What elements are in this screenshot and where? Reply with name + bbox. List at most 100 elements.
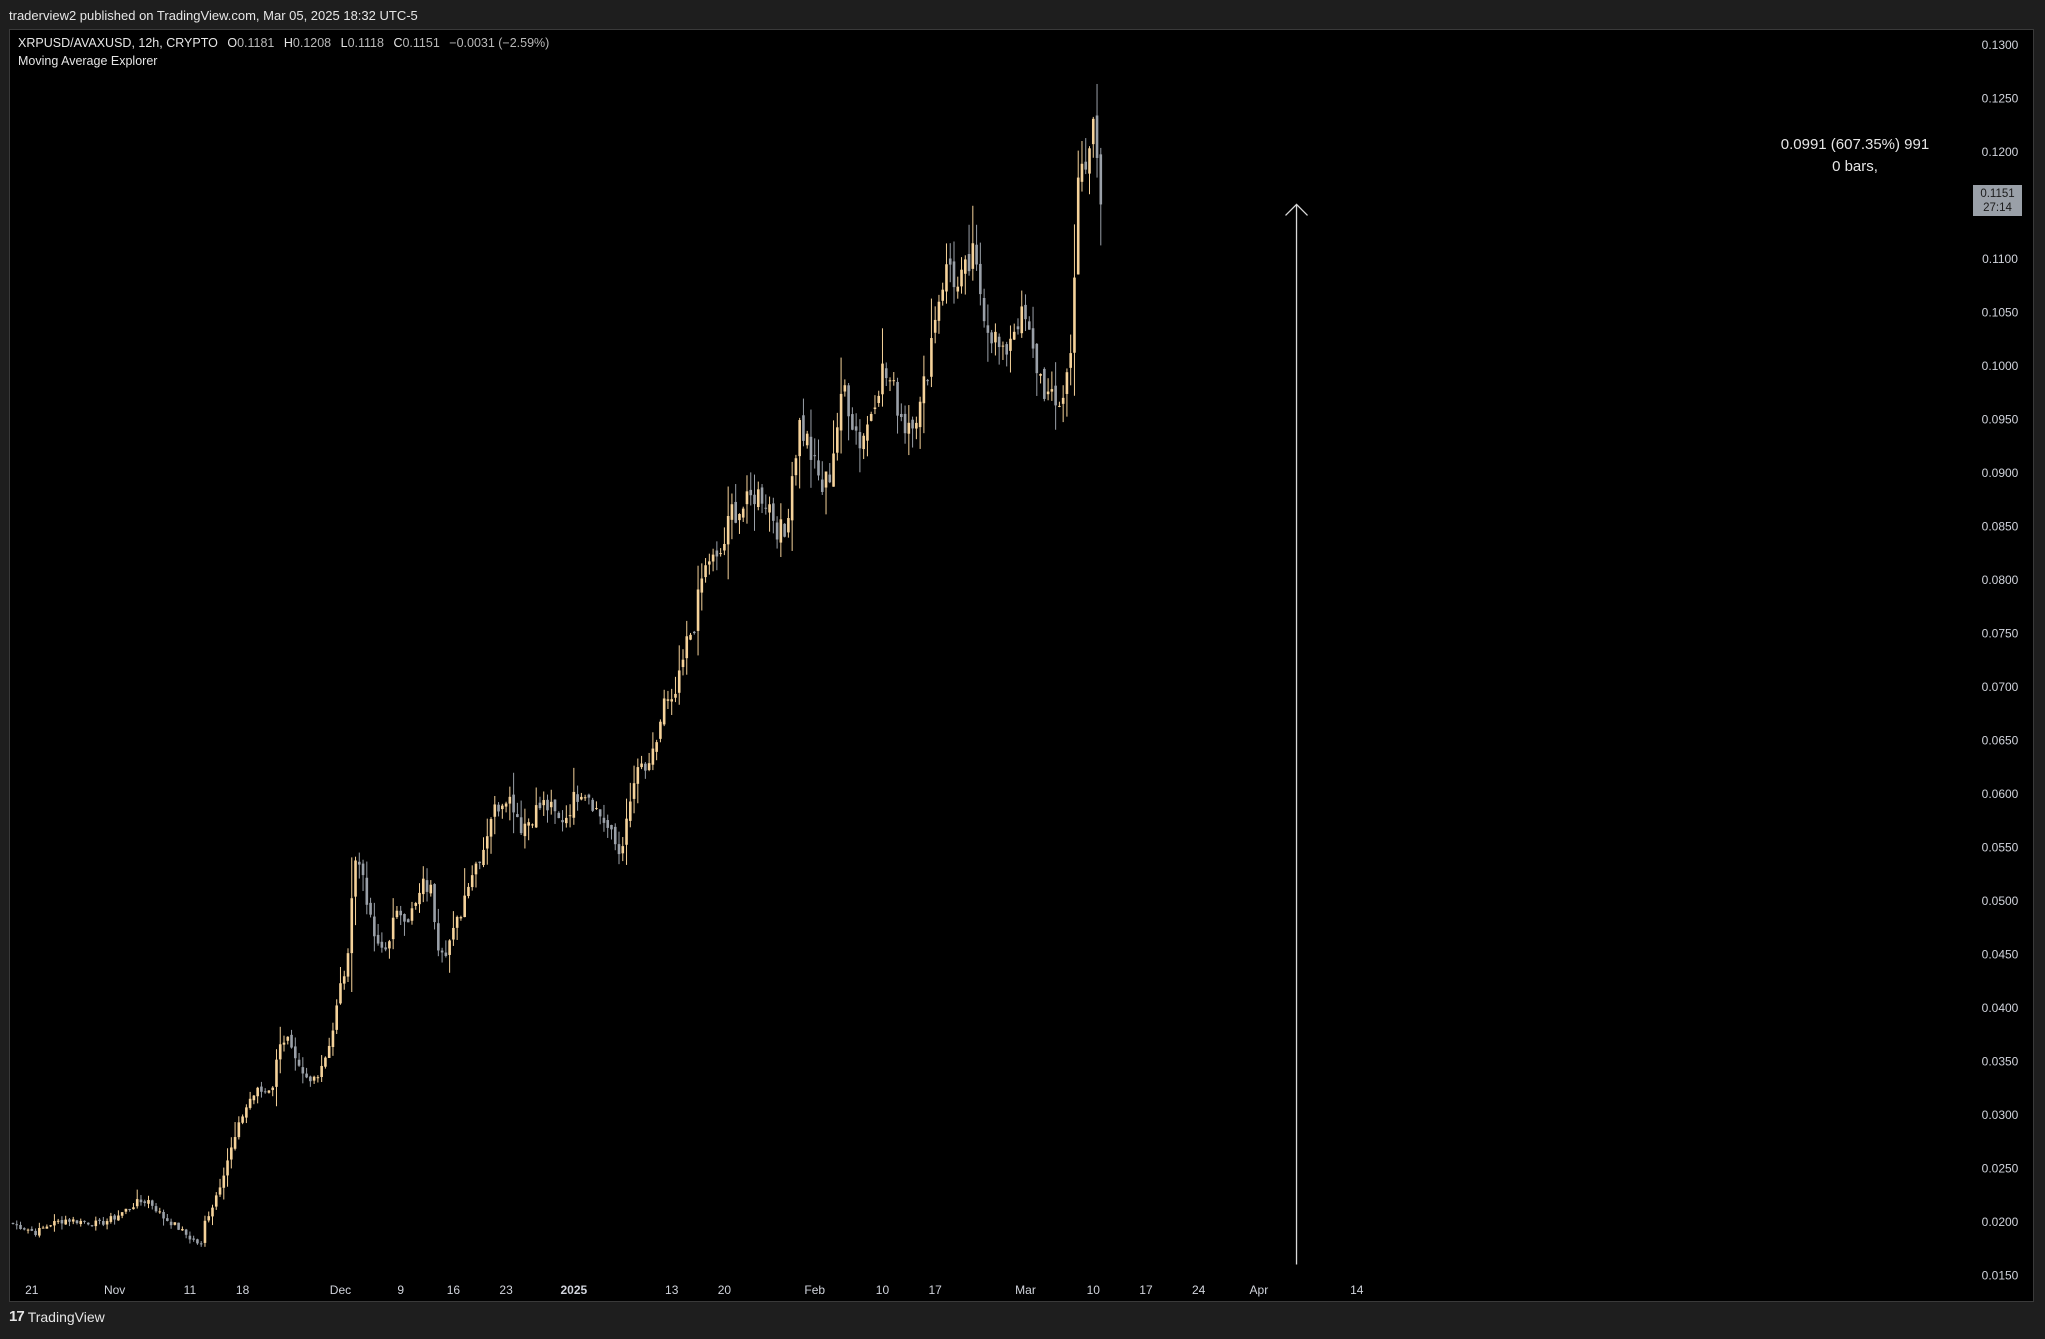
candle-body	[836, 427, 839, 453]
candle-body	[628, 801, 632, 821]
candle-body	[606, 820, 610, 828]
measure-bars: 0 bars,	[1832, 158, 1878, 175]
candle-body	[271, 1087, 275, 1091]
candle-body	[896, 381, 899, 416]
candle-body	[60, 1220, 64, 1224]
candle-body	[945, 264, 948, 292]
symbol-title[interactable]: XRPUSD/AVAXUSD, 12h, CRYPTO	[18, 36, 218, 50]
candle-body	[580, 796, 583, 800]
candle-body	[866, 424, 869, 441]
candle-body	[922, 376, 926, 404]
candle-body	[828, 474, 832, 483]
candle-body	[452, 927, 455, 940]
candle-body	[1035, 343, 1039, 374]
candle-body	[817, 460, 820, 476]
tradingview-footer[interactable]: 17 TradingView	[9, 1308, 105, 1325]
candle-body	[135, 1199, 139, 1207]
price-tick-label: 0.0300	[1982, 1108, 2019, 1122]
candle-body	[512, 794, 515, 813]
candle-body	[900, 413, 903, 418]
change-value: −0.0031 (−2.59%)	[449, 36, 550, 50]
time-axis: 21 Nov 11 18 Dec 9 16 23 2025 13 20 Feb 10 17 Mar 10 17 2…	[25, 1283, 1364, 1297]
candle-body	[674, 693, 677, 698]
candle-body	[64, 1219, 67, 1225]
chart-pane[interactable]	[9, 29, 2034, 1302]
candle-body	[1080, 163, 1084, 182]
candle-body	[346, 953, 350, 977]
candle-body	[230, 1147, 233, 1160]
candle-body	[459, 917, 463, 919]
candle-body	[26, 1229, 30, 1231]
price-tick-label: 0.0400	[1982, 1001, 2019, 1015]
candle-body	[282, 1042, 286, 1045]
candle-body	[1009, 338, 1012, 351]
candle-body	[233, 1137, 237, 1149]
candle-body	[384, 947, 387, 950]
candle-body	[576, 794, 579, 802]
candle-body	[583, 797, 587, 799]
candle-body	[305, 1073, 308, 1078]
candle-body	[715, 550, 719, 557]
tradingview-brand: TradingView	[27, 1308, 105, 1325]
candle-body	[320, 1065, 323, 1078]
candle-body	[798, 420, 801, 457]
candle-body	[1054, 385, 1057, 406]
candle-body	[245, 1107, 248, 1118]
candle-body	[497, 804, 500, 812]
candle-body	[892, 380, 896, 382]
candle-body	[433, 884, 436, 923]
candle-body	[297, 1059, 301, 1066]
candle-body	[1058, 405, 1061, 407]
candle-body	[357, 861, 361, 865]
candle-body	[595, 808, 598, 810]
candle-body	[956, 286, 960, 292]
indicator-title[interactable]: Moving Average Explorer	[18, 54, 158, 68]
candle-body	[196, 1239, 199, 1244]
candle-body	[745, 491, 749, 505]
candle-body	[117, 1215, 120, 1221]
candle-body	[53, 1221, 56, 1226]
candle-body	[203, 1220, 207, 1243]
candle-body	[1095, 115, 1099, 158]
candle-body	[275, 1059, 278, 1087]
price-tick-label: 0.0950	[1982, 412, 2019, 426]
candle-body	[406, 919, 410, 923]
candle-body	[403, 914, 406, 922]
time-tick-label: Dec	[330, 1283, 351, 1297]
candle-body	[252, 1095, 256, 1101]
candle-body	[214, 1195, 218, 1207]
candle-body	[226, 1160, 229, 1176]
candle-body	[124, 1208, 128, 1212]
candle-body	[354, 860, 357, 897]
candle-body	[926, 380, 929, 382]
candle-body	[990, 332, 993, 344]
candle-body	[22, 1228, 26, 1230]
candle-body	[365, 877, 369, 905]
candle-body	[425, 880, 429, 892]
candle-body	[256, 1087, 259, 1097]
price-tick-label: 0.0750	[1982, 626, 2019, 640]
candle-body	[128, 1208, 131, 1210]
candle-body	[651, 748, 655, 765]
candles	[11, 83, 1103, 1247]
candle-body	[158, 1211, 162, 1213]
candle-body	[192, 1238, 195, 1240]
candle-body	[760, 487, 764, 504]
candle-body	[1005, 344, 1008, 355]
price-tick-label: 0.0600	[1982, 787, 2019, 801]
candle-body	[260, 1086, 263, 1092]
candle-body	[873, 407, 877, 410]
candle-body	[783, 523, 786, 537]
time-tick-label: Mar	[1015, 1283, 1036, 1297]
candle-body	[719, 553, 722, 555]
candle-body	[139, 1199, 143, 1203]
candle-body	[376, 934, 380, 944]
time-tick-label: 10	[1087, 1283, 1101, 1297]
price-chart[interactable]: 0.13000.12500.12000.11500.11000.10500.10…	[9, 29, 2034, 1302]
candle-body	[730, 504, 734, 520]
candle-body	[907, 422, 911, 434]
open-label: O	[227, 36, 238, 50]
candle-body	[839, 393, 843, 431]
candle-body	[986, 325, 990, 333]
candle-body	[843, 385, 847, 392]
